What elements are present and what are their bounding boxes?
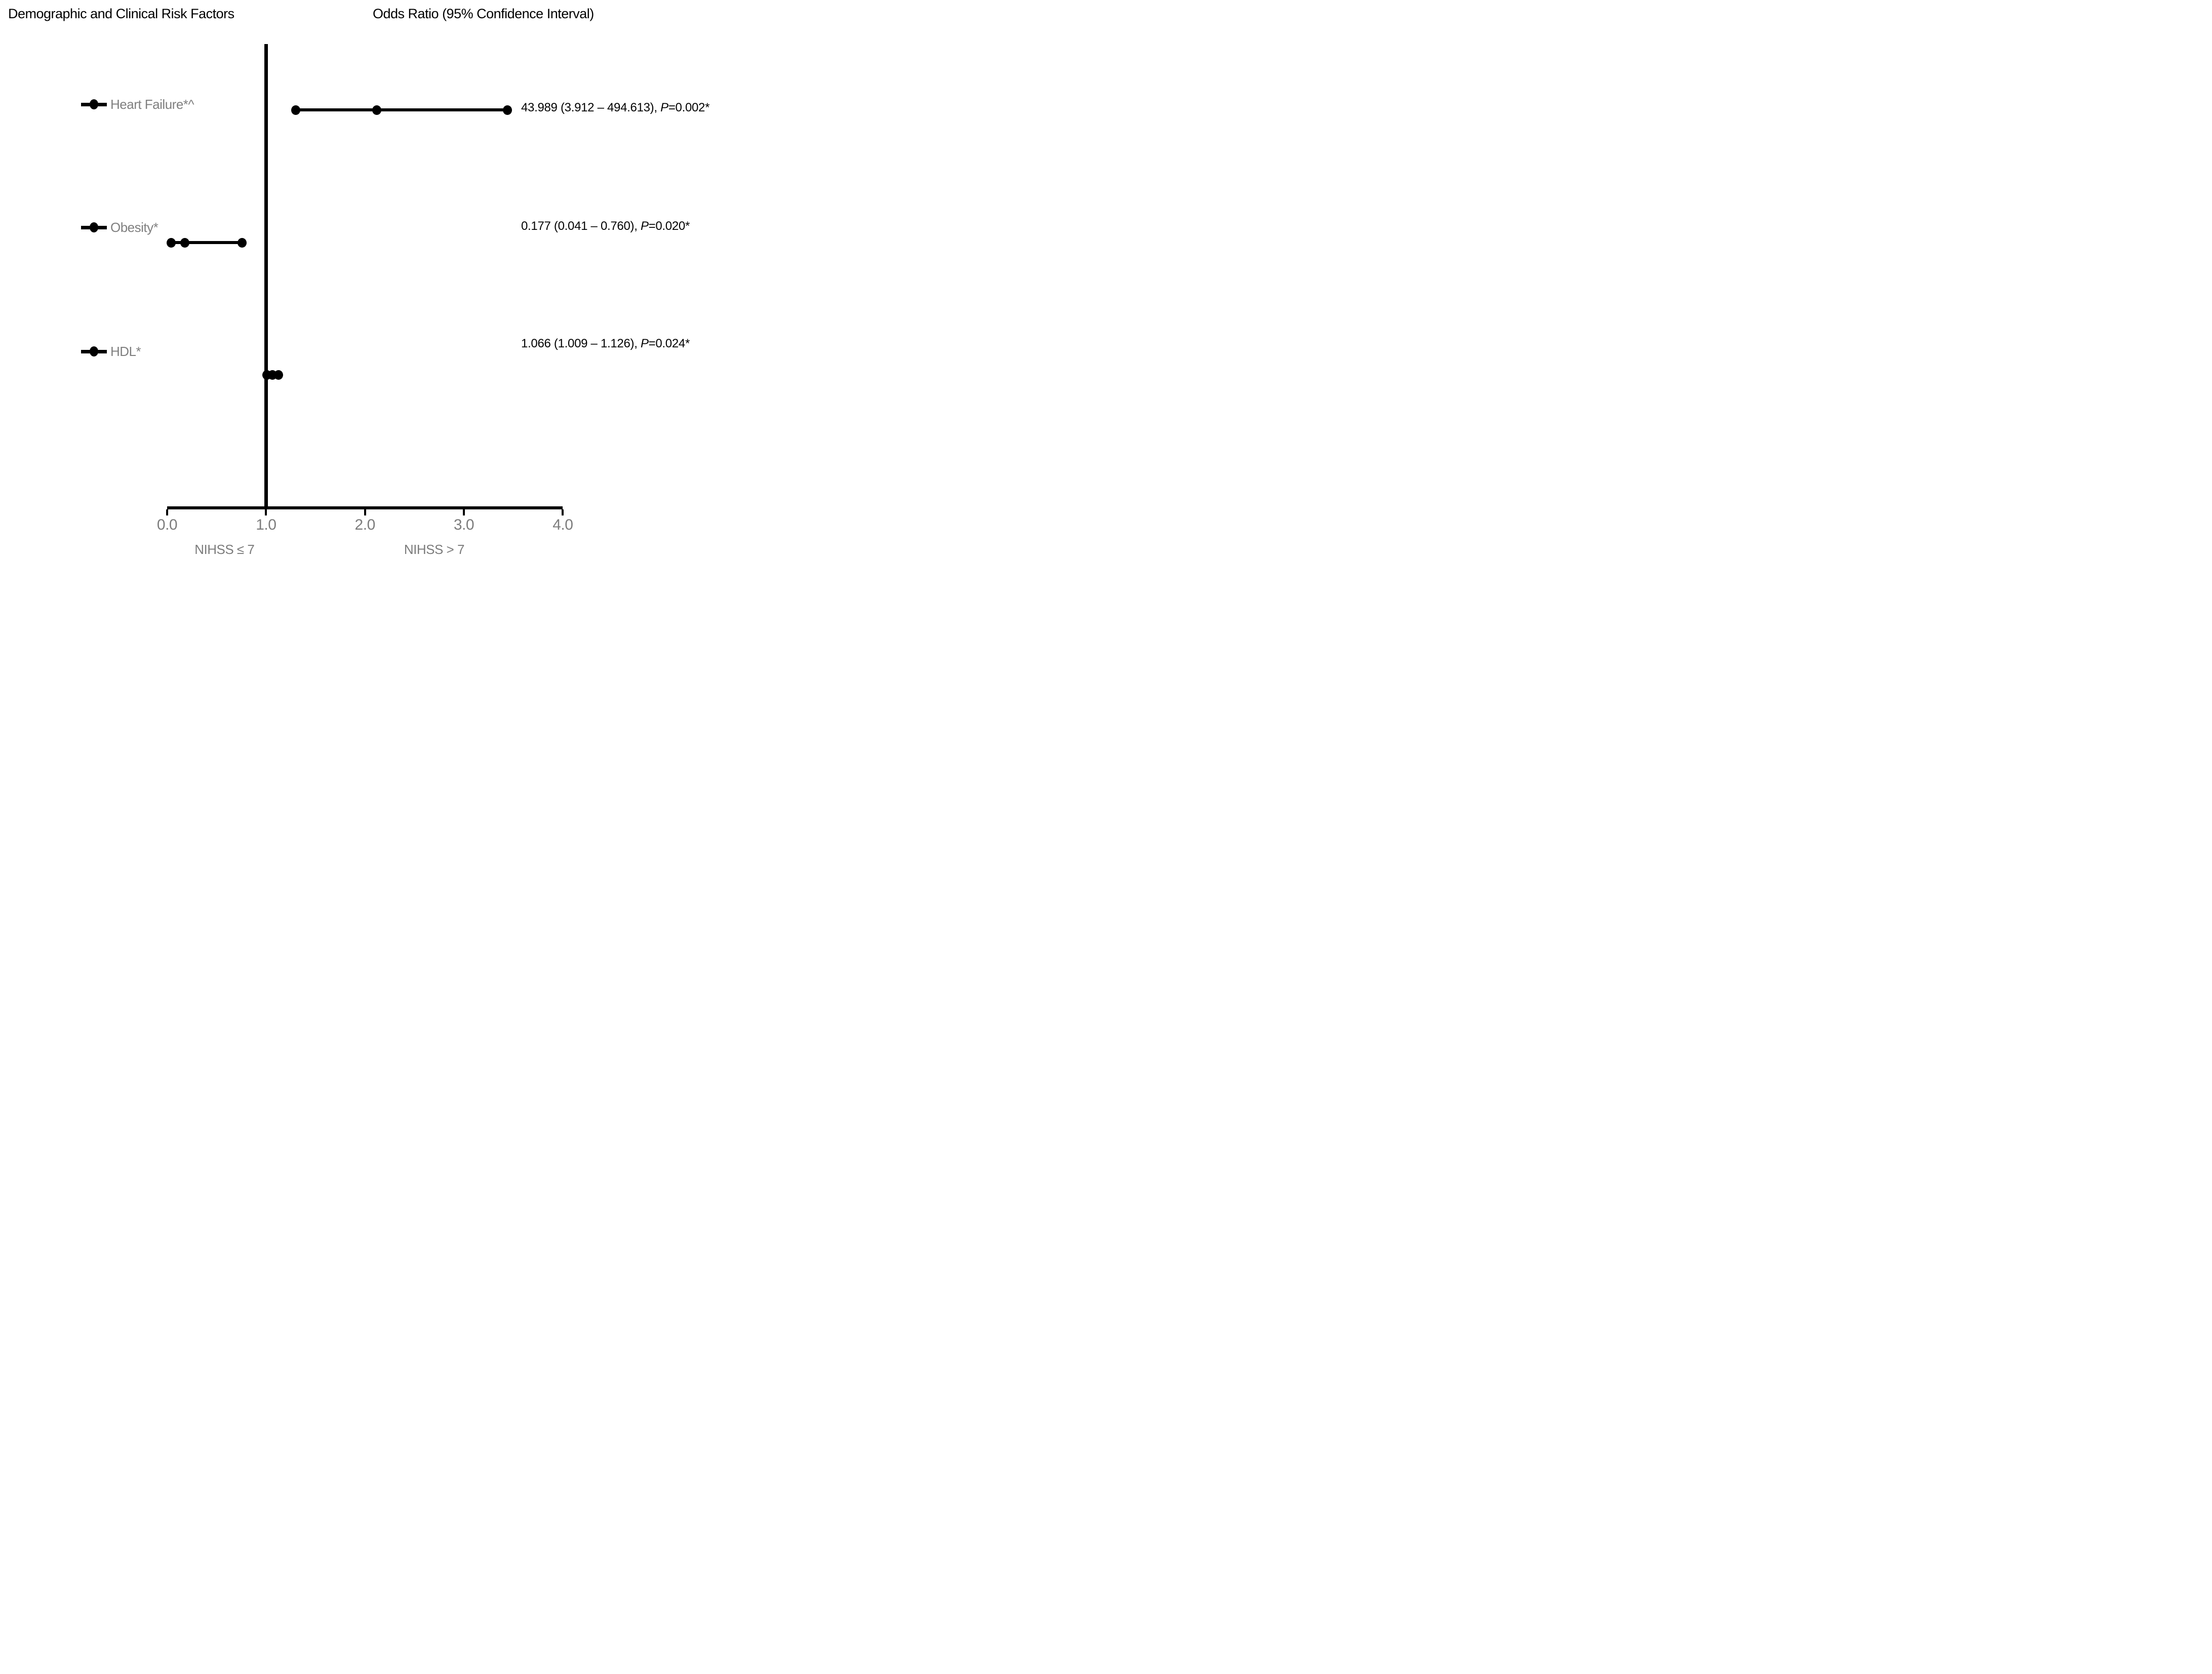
x-axis-tick xyxy=(166,509,168,515)
ci-line xyxy=(171,241,243,244)
ci-dot-high xyxy=(502,105,512,115)
ci-dot-high xyxy=(273,370,283,380)
x-axis-line xyxy=(167,506,563,509)
right-column-title: Odds Ratio (95% Confidence Interval) xyxy=(373,6,594,21)
or-ci-text: 1.066 (1.009 – 1.126), xyxy=(521,337,641,350)
ci-dot-low xyxy=(291,105,300,115)
row-value-text: 43.989 (3.912 – 494.613), P=0.002* xyxy=(521,102,709,114)
ci-dot-high xyxy=(238,237,247,248)
x-axis-tick xyxy=(364,509,366,515)
x-axis-tick-label: 2.0 xyxy=(354,516,376,533)
x-axis-group-label: NIHSS > 7 xyxy=(404,542,465,557)
x-axis-tick-label: 3.0 xyxy=(453,516,475,533)
left-column-title: Demographic and Clinical Risk Factors xyxy=(8,6,234,21)
row-label: HDL* xyxy=(110,344,141,359)
forest-plot-figure: Demographic and Clinical Risk Factors Od… xyxy=(0,0,737,558)
ci-line xyxy=(295,108,507,111)
ci-dot-low xyxy=(167,237,176,248)
ci-dot-mid xyxy=(180,237,189,248)
or-ci-text: 43.989 (3.912 – 494.613), xyxy=(521,101,661,114)
row-label: Heart Failure*^ xyxy=(110,97,194,112)
x-axis-tick-label: 4.0 xyxy=(552,516,573,533)
p-value-text: =0.024* xyxy=(648,337,690,350)
x-axis-tick xyxy=(462,509,465,515)
x-axis-group-label: NIHSS ≤ 7 xyxy=(194,542,255,557)
row-label-marker-dot xyxy=(90,346,98,356)
p-value-text: =0.020* xyxy=(648,219,690,233)
ci-dot-mid xyxy=(372,105,382,115)
reference-line-x1 xyxy=(264,44,268,509)
or-ci-text: 0.177 (0.041 – 0.760), xyxy=(521,219,641,233)
p-value-text: =0.002* xyxy=(668,101,710,114)
p-symbol: P xyxy=(660,101,668,114)
row-value-text: 0.177 (0.041 – 0.760), P=0.020* xyxy=(521,220,690,232)
x-axis-tick-label: 0.0 xyxy=(156,516,178,533)
row-label: Obesity* xyxy=(110,220,159,235)
x-axis-tick xyxy=(562,509,564,515)
x-axis-tick-label: 1.0 xyxy=(256,516,276,533)
row-label-marker-dot xyxy=(90,222,98,232)
p-symbol: P xyxy=(640,219,649,233)
row-label-marker-dot xyxy=(90,99,98,109)
x-axis-tick xyxy=(265,509,267,515)
row-value-text: 1.066 (1.009 – 1.126), P=0.024* xyxy=(521,338,690,350)
p-symbol: P xyxy=(640,337,649,350)
